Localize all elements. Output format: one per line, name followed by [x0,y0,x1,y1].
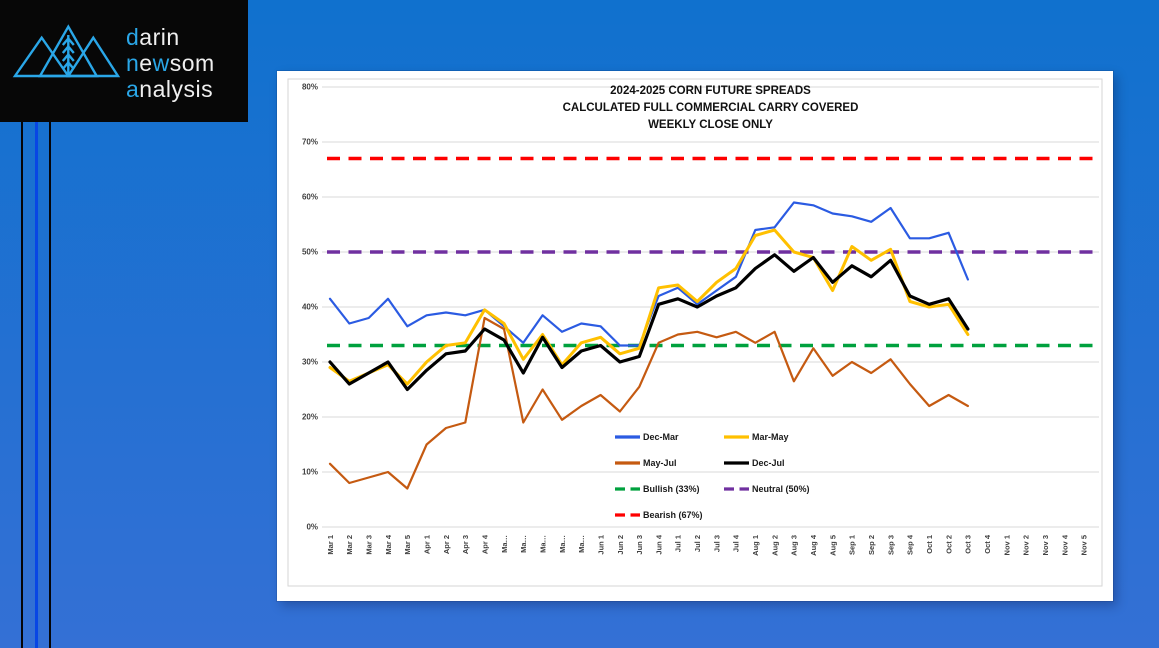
x-tick-label: Jul 4 [732,534,741,552]
chart-canvas: 0% 10% 20% 30% 40% 50% 60% 70% 80% Mar 1 Mar 2 Mar … [287,78,1103,587]
logo-text-segment: e [139,50,153,76]
legend-label: May-Jul [643,458,677,468]
x-tick-label: Sep 1 [848,535,857,555]
logo-line: newsom [126,50,215,76]
legend-label: Dec-Jul [752,458,785,468]
x-tick-label: Jul 1 [674,535,683,552]
x-tick-label: Jun 4 [654,534,663,554]
legend-label: Bearish (67%) [643,510,703,520]
x-tick-label: Nov 4 [1060,534,1069,555]
x-tick-label: Jul 2 [693,535,702,552]
x-tick-label: Apr 3 [461,535,470,554]
x-tick-label: Oct 3 [964,535,973,554]
y-tick-label: 40% [302,303,318,312]
y-tick-label: 10% [302,468,318,477]
logo-text-segment: arin [139,24,180,50]
x-tick-label: Sep 3 [886,535,895,555]
legend-item-neutral-50: Neutral (50%) [724,484,810,494]
x-tick-label: Oct 2 [944,535,953,554]
brand-wordmark: darin newsom analysis [126,24,215,102]
brand-logo: darin newsom analysis [0,0,248,122]
series-line-may-jul [328,316,970,490]
x-tick-label: Mar 1 [326,535,335,555]
x-tick-label: Aug 1 [751,535,760,556]
chart-panel: 2024-2025 CORN FUTURE SPREADS CALCULATED… [277,71,1113,601]
series-line-dec-jul [328,253,970,392]
x-tick-label: Mar 4 [384,534,393,554]
logo-text-segment: som [169,50,215,76]
y-tick-label: 80% [302,83,318,92]
logo-text-segment: d [126,24,140,50]
x-tick-label: Aug 3 [790,535,799,556]
x-tick-label: Nov 2 [1022,535,1031,555]
x-tick-label: Mar 5 [403,535,412,555]
x-tick-label: Ma… [558,535,567,553]
y-tick-label: 70% [302,138,318,147]
x-tick-label: Mar 2 [345,535,354,555]
x-tick-label: Jul 3 [712,535,721,552]
x-tick-label: Nov 3 [1041,535,1050,555]
y-tick-label: 0% [306,523,318,532]
mountains-wheat-icon [12,24,121,78]
legend-label: Mar-May [752,432,789,442]
x-tick-label: Aug 4 [809,534,818,556]
legend-item-may-jul: May-Jul [615,458,677,468]
y-tick-label: 50% [302,248,318,257]
x-tick-label: Jun 3 [635,535,644,555]
legend-item-mar-may: Mar-May [724,432,789,442]
legend-label: Dec-Mar [643,432,679,442]
x-tick-label: Aug 5 [828,535,837,556]
logo-text-segment: w [152,50,170,76]
x-tick-label: Jun 1 [596,535,605,555]
x-tick-label: Oct 1 [925,535,934,554]
x-tick-label: Apr 1 [422,535,431,554]
x-tick-label: Apr 4 [480,534,489,554]
x-tick-label: Mar 3 [364,535,373,555]
legend-label: Bullish (33%) [643,484,700,494]
y-tick-label: 20% [302,413,318,422]
legend-item-bullish-33: Bullish (33%) [615,484,700,494]
logo-text-segment: n [126,50,140,76]
logo-line: darin [126,24,215,50]
chart-area-border [287,78,1103,587]
x-tick-label: Sep 4 [906,534,915,555]
x-tick-label: Nov 5 [1080,535,1089,555]
left-stripe-dark-1 [21,122,23,648]
legend-item-dec-mar: Dec-Mar [615,432,679,442]
x-tick-label: Sep 2 [867,535,876,555]
legend-item-dec-jul: Dec-Jul [724,458,785,468]
logo-line: analysis [126,76,215,102]
left-stripe-bright [35,122,38,648]
x-tick-label: Ma… [500,535,509,553]
x-tick-label: Oct 4 [983,534,992,554]
x-tick-label: Ma… [538,535,547,553]
y-tick-label: 30% [302,358,318,367]
logo-text-segment: a [126,76,140,102]
series-line-mar-may [328,228,970,386]
x-tick-label: Jun 2 [616,535,625,555]
left-stripe-dark-2 [49,122,51,648]
x-tick-label: Ma… [519,535,528,553]
x-tick-label: Apr 2 [442,535,451,554]
x-tick-label: Nov 1 [1002,535,1011,555]
legend-item-bearish-67: Bearish (67%) [615,510,703,520]
x-tick-label: Ma… [577,535,586,553]
legend-label: Neutral (50%) [752,484,810,494]
y-tick-label: 60% [302,193,318,202]
x-tick-label: Aug 2 [770,535,779,556]
logo-text-segment: nalysis [139,76,214,102]
